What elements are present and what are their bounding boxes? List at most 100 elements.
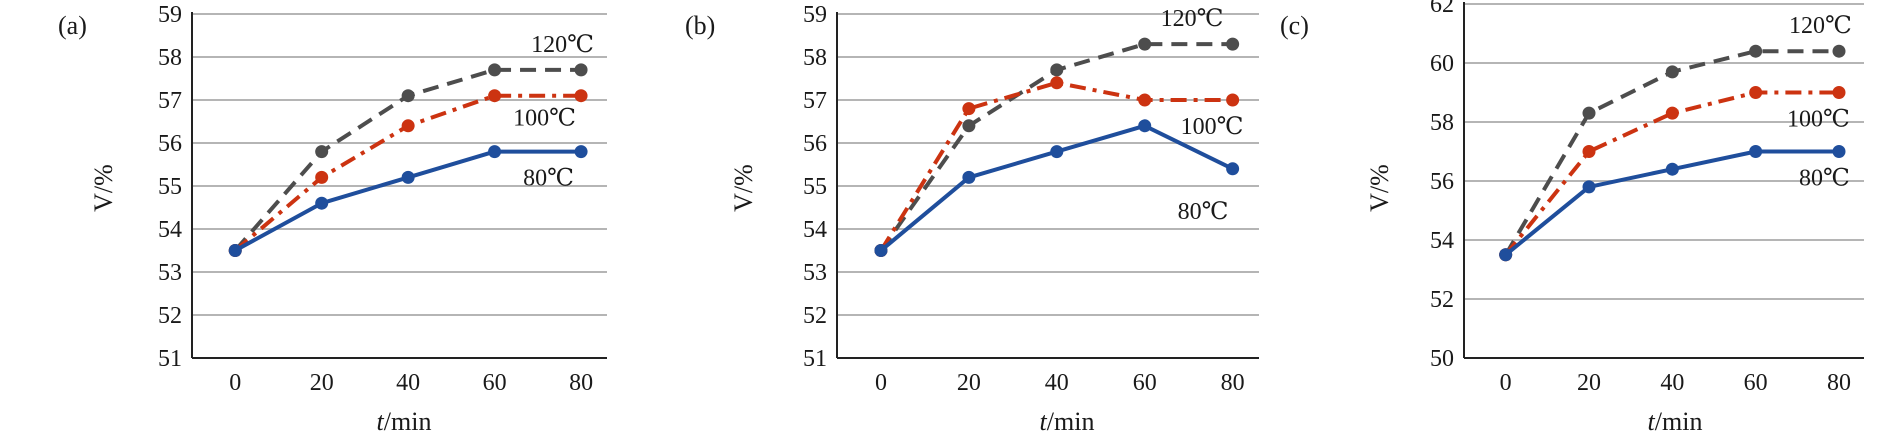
data-point bbox=[1226, 93, 1240, 107]
x-tick-label: 40 bbox=[1045, 370, 1069, 396]
x-tick-label: 20 bbox=[1577, 370, 1601, 396]
data-point bbox=[1226, 37, 1240, 51]
y-tick-label: 53 bbox=[158, 260, 182, 286]
series-label: 120℃ bbox=[1789, 13, 1852, 39]
series-label: 100℃ bbox=[1181, 114, 1244, 140]
x-axis-label: t/min bbox=[1648, 407, 1703, 436]
series-label: 80℃ bbox=[1799, 166, 1850, 192]
y-tick-label: 51 bbox=[803, 346, 827, 372]
data-point bbox=[315, 170, 329, 184]
y-tick-label: 58 bbox=[803, 45, 827, 71]
x-tick-label: 60 bbox=[483, 370, 507, 396]
x-tick-label: 0 bbox=[229, 370, 241, 396]
data-point bbox=[488, 89, 502, 103]
series-label: 80℃ bbox=[1178, 199, 1229, 225]
data-point bbox=[1138, 119, 1152, 133]
series-line bbox=[879, 123, 1234, 253]
chart-svg: (b) 51 52 53 54 55 56 57 58 59 0 20 40 60 80 V/% t/min 12… bbox=[685, 2, 1259, 436]
y-tick-label: 57 bbox=[803, 88, 827, 114]
y-tick-label: 55 bbox=[158, 174, 182, 200]
y-tick-label: 62 bbox=[1430, 0, 1454, 18]
panel-c: (c) 50 52 54 56 58 60 62 0 20 40 60 80 V/% t/min 120℃ 10… bbox=[1260, 0, 1890, 440]
y-tick-label: 58 bbox=[158, 45, 182, 71]
y-tick-label: 59 bbox=[158, 2, 182, 28]
panel-b: (b) 51 52 53 54 55 56 57 58 59 0 20 40 60 80 V/% t/min 12… bbox=[630, 0, 1260, 440]
data-point bbox=[315, 196, 329, 210]
y-tick-label: 56 bbox=[803, 131, 827, 157]
series-label: 100℃ bbox=[513, 106, 576, 132]
y-tick-label: 52 bbox=[803, 303, 827, 329]
series-label: 120℃ bbox=[1161, 6, 1224, 32]
x-tick-label: 80 bbox=[1827, 370, 1851, 396]
x-tick-label: 60 bbox=[1133, 370, 1157, 396]
y-tick-label: 56 bbox=[1430, 169, 1454, 195]
data-point bbox=[1665, 162, 1679, 176]
data-point bbox=[574, 89, 588, 103]
x-axis-label: t/min bbox=[1040, 407, 1095, 436]
x-tick-label: 0 bbox=[875, 370, 887, 396]
data-point bbox=[315, 145, 329, 159]
data-point bbox=[874, 244, 888, 257]
x-tick-label: 40 bbox=[396, 370, 420, 396]
data-point bbox=[1749, 86, 1763, 99]
data-point bbox=[574, 63, 588, 77]
y-axis-label: V/% bbox=[1365, 164, 1394, 212]
data-point bbox=[488, 63, 502, 77]
y-tick-label: 52 bbox=[158, 303, 182, 329]
data-point bbox=[962, 102, 976, 116]
data-point bbox=[962, 119, 976, 133]
data-point bbox=[1226, 162, 1240, 176]
y-tick-label: 54 bbox=[158, 217, 182, 243]
series-label: 120℃ bbox=[531, 32, 594, 58]
data-point bbox=[1138, 37, 1152, 51]
x-axis-label: t/min bbox=[377, 407, 432, 436]
y-tick-label: 52 bbox=[1430, 287, 1454, 313]
y-tick-label: 53 bbox=[803, 260, 827, 286]
series-line bbox=[879, 80, 1233, 252]
data-point bbox=[1050, 63, 1064, 77]
panel-a: (a) 51 52 53 54 55 56 57 58 59 0 20 40 60 80 V/% t/min 12… bbox=[0, 0, 630, 440]
y-tick-label: 59 bbox=[803, 2, 827, 28]
y-tick-label: 55 bbox=[803, 174, 827, 200]
y-axis-label: V/% bbox=[89, 164, 118, 212]
x-tick-label: 0 bbox=[1500, 370, 1512, 396]
data-point bbox=[1050, 145, 1064, 159]
data-point bbox=[1749, 44, 1763, 58]
data-point bbox=[401, 170, 415, 184]
chart-svg: (a) 51 52 53 54 55 56 57 58 59 0 20 40 60 80 V/% t/min 12… bbox=[58, 2, 607, 436]
y-tick-label: 54 bbox=[803, 217, 827, 243]
y-tick-label: 51 bbox=[158, 346, 182, 372]
panel-letter: (b) bbox=[685, 11, 715, 40]
data-point bbox=[1138, 93, 1152, 107]
data-point bbox=[228, 244, 242, 257]
data-point bbox=[488, 145, 502, 159]
data-point bbox=[1582, 180, 1596, 194]
panel-letter: (a) bbox=[58, 11, 87, 40]
panel-letter: (c) bbox=[1280, 11, 1309, 40]
chart-svg: (c) 50 52 54 56 58 60 62 0 20 40 60 80 V/% t/min 120℃ 10… bbox=[1280, 0, 1864, 436]
data-point bbox=[1832, 86, 1846, 99]
x-tick-label: 20 bbox=[310, 370, 334, 396]
series-label: 100℃ bbox=[1787, 107, 1850, 133]
x-tick-label: 60 bbox=[1744, 370, 1768, 396]
data-point bbox=[1665, 65, 1679, 79]
series-label: 80℃ bbox=[523, 166, 574, 192]
data-point bbox=[401, 89, 415, 103]
y-tick-label: 54 bbox=[1430, 228, 1454, 254]
data-point bbox=[1499, 248, 1513, 262]
data-point bbox=[1665, 106, 1679, 120]
data-point bbox=[1050, 76, 1064, 90]
y-tick-label: 56 bbox=[158, 131, 182, 157]
y-tick-label: 58 bbox=[1430, 110, 1454, 136]
y-tick-label: 57 bbox=[158, 88, 182, 114]
x-tick-label: 80 bbox=[569, 370, 593, 396]
x-tick-label: 20 bbox=[957, 370, 981, 396]
x-tick-label: 80 bbox=[1221, 370, 1245, 396]
data-point bbox=[1749, 145, 1763, 158]
data-point bbox=[574, 145, 588, 159]
x-tick-label: 40 bbox=[1660, 370, 1684, 396]
y-tick-label: 50 bbox=[1430, 346, 1454, 372]
data-point bbox=[962, 170, 976, 184]
y-axis-label: V/% bbox=[729, 164, 758, 212]
data-point bbox=[1582, 145, 1596, 158]
